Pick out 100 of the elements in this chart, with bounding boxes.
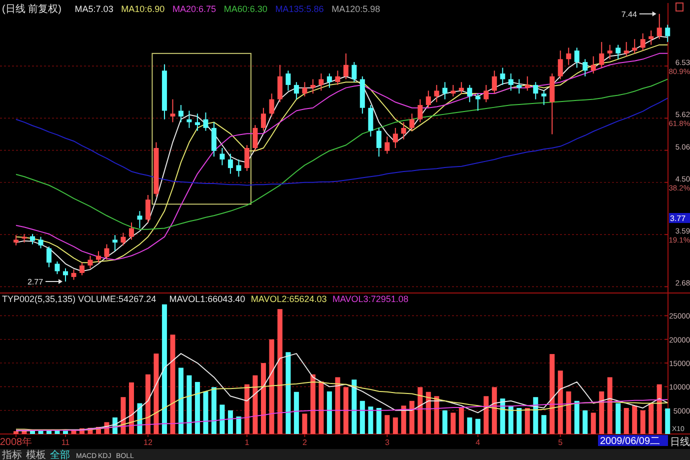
bar — [616, 403, 621, 434]
bar — [120, 397, 126, 434]
bar — [343, 387, 348, 434]
bar — [294, 392, 299, 434]
bar — [269, 339, 274, 434]
bar — [145, 374, 150, 434]
chart-title: TYP002(5,35,135) VOLUME:54267.24 — [2, 294, 156, 304]
text: MA10:6.90 — [121, 4, 165, 14]
bar — [409, 400, 414, 434]
bar — [211, 387, 216, 434]
bar — [244, 384, 250, 434]
text: 3.77 — [670, 214, 686, 223]
line-series — [16, 353, 668, 432]
text: 模板 — [26, 449, 46, 460]
bar — [624, 408, 629, 434]
bar — [352, 380, 357, 434]
bar — [640, 410, 646, 434]
bar — [582, 410, 588, 434]
line-series — [16, 381, 668, 431]
bar — [137, 403, 142, 434]
annotation: 7.44 — [621, 10, 638, 19]
bar — [62, 430, 68, 434]
text: MA135:5.86 — [275, 4, 324, 14]
bar — [458, 408, 464, 434]
text: MAVOL1:66043.40 — [169, 294, 246, 304]
text: MA20:6.75 — [172, 4, 216, 14]
bar — [178, 368, 184, 434]
bar — [599, 391, 604, 434]
bar — [392, 417, 398, 434]
bar — [286, 352, 291, 434]
bar — [566, 391, 572, 434]
bar — [442, 410, 448, 434]
bar — [368, 406, 374, 434]
bar — [252, 375, 258, 434]
bar — [607, 377, 612, 434]
line-series — [16, 398, 668, 431]
bar — [360, 400, 365, 434]
annotation: MA120:5.98 — [332, 4, 380, 14]
bar — [38, 430, 44, 434]
chart-title: (日线 前复权) — [2, 3, 62, 15]
bar — [302, 414, 308, 434]
text: 全部 — [50, 449, 70, 460]
bar — [484, 396, 489, 434]
bar — [533, 397, 538, 434]
bar — [590, 412, 596, 434]
text: 2009/06/09二 — [600, 436, 660, 447]
bar — [648, 403, 654, 434]
text: MAVOL2:65624.03 — [250, 294, 327, 304]
x-tick-label: 12 — [144, 438, 153, 447]
bar — [665, 408, 670, 434]
text: 日线 — [670, 436, 690, 448]
bar — [401, 406, 406, 434]
bar — [203, 391, 208, 434]
bar — [434, 396, 440, 434]
bar — [492, 387, 497, 434]
bar — [318, 381, 324, 434]
bar — [524, 408, 530, 434]
bar — [260, 363, 266, 434]
x-tick-label: 2 — [302, 438, 308, 447]
bar — [194, 382, 200, 434]
bar — [558, 370, 563, 434]
x-tick-label: 11 — [61, 438, 70, 447]
bar — [508, 406, 514, 434]
bar — [450, 412, 456, 434]
text: 指标 — [1, 449, 22, 460]
bar — [14, 431, 18, 434]
bar — [656, 384, 662, 434]
bar — [326, 391, 332, 434]
text: MAVOL3:72951.08 — [332, 294, 408, 304]
bar — [467, 417, 472, 434]
bar — [384, 415, 390, 434]
bar — [186, 375, 192, 434]
bar — [128, 382, 134, 434]
x-tick-label: 3 — [384, 438, 390, 447]
bar — [516, 408, 522, 434]
bar — [574, 400, 580, 434]
bar — [376, 408, 382, 434]
x-tick-label: 2008年 — [0, 436, 32, 448]
bar — [162, 304, 167, 434]
bar — [426, 392, 431, 434]
bar — [220, 404, 225, 434]
bar — [277, 309, 282, 434]
bar — [541, 415, 546, 434]
x-tick-label: 1 — [244, 438, 250, 447]
bar — [550, 354, 555, 434]
bar — [632, 406, 638, 434]
text: MA5:7.03 — [74, 4, 114, 14]
bar — [335, 377, 340, 434]
x-tick-label: 4 — [476, 438, 481, 447]
bar — [228, 410, 233, 434]
bar — [236, 416, 242, 434]
annotation: 2.77 — [27, 278, 44, 287]
bar — [170, 334, 176, 434]
text: MA60:6.30 — [224, 4, 268, 14]
bar — [475, 418, 480, 434]
x-tick-label: 5 — [558, 438, 564, 447]
bar — [310, 374, 316, 434]
bar — [500, 398, 506, 434]
bar — [418, 387, 423, 434]
bar — [154, 354, 159, 434]
